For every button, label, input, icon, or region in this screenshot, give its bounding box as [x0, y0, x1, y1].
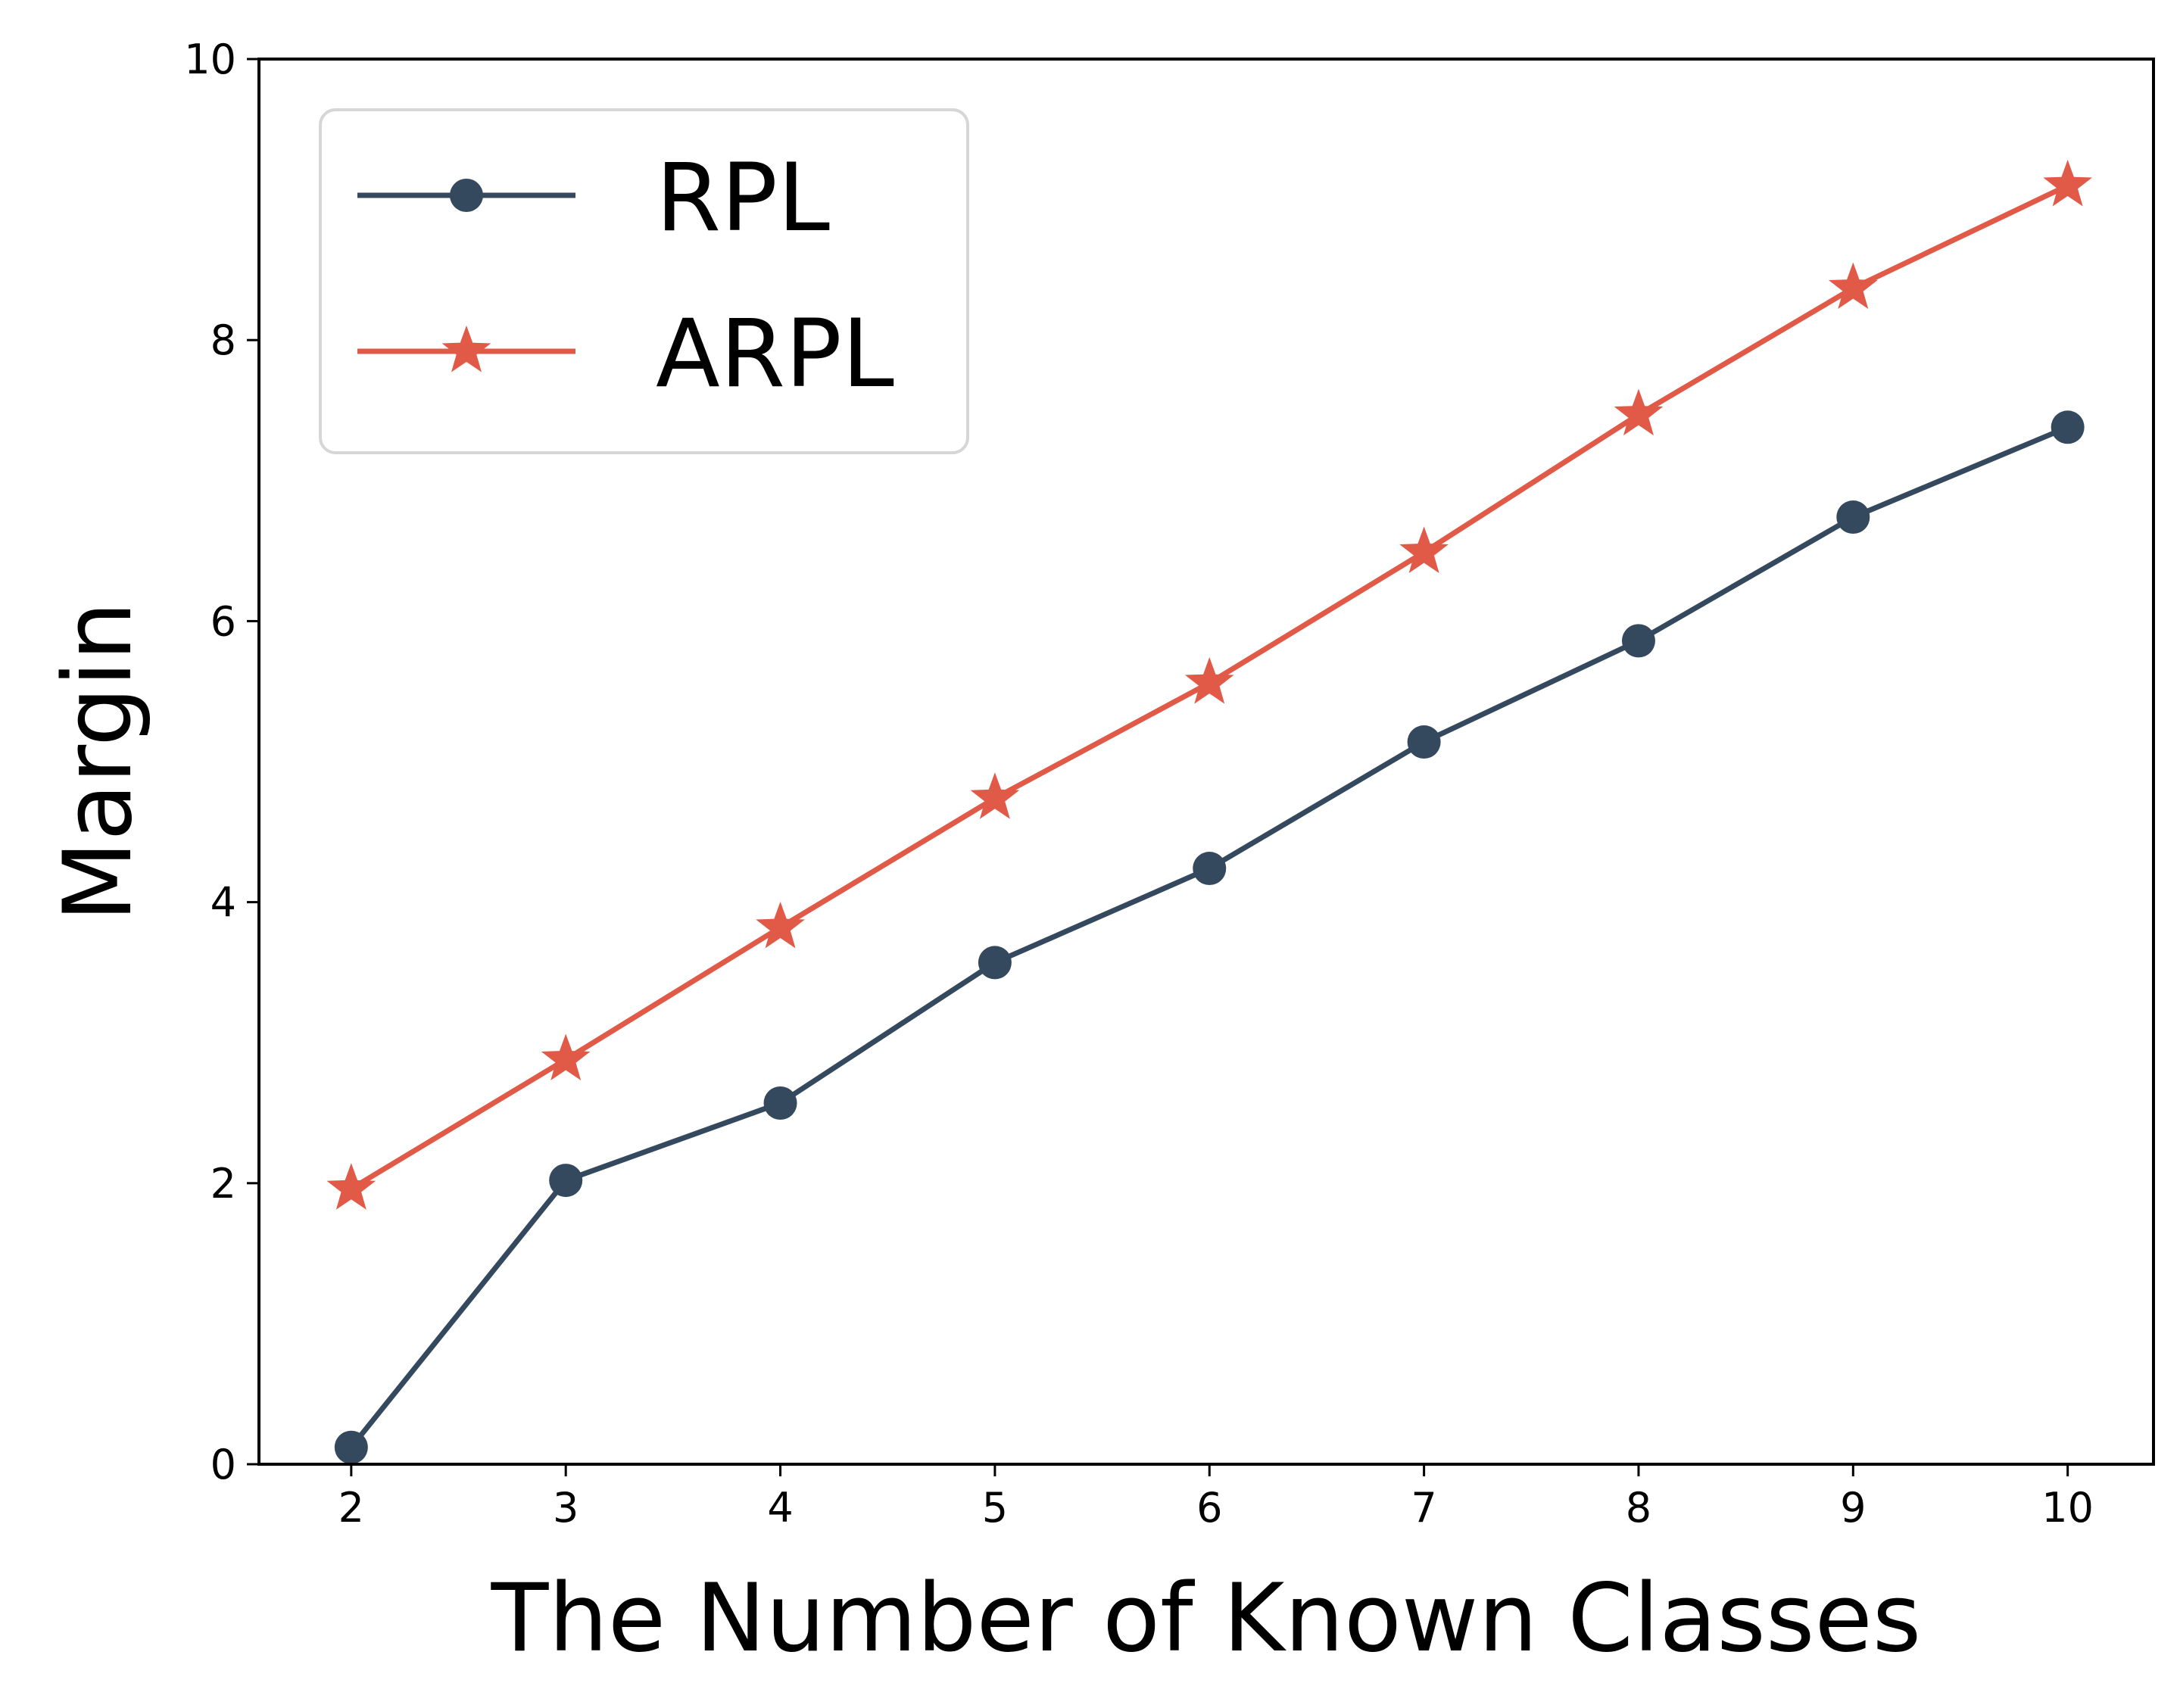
- data-point-arpl: [541, 1033, 591, 1080]
- data-point-arpl: [2043, 160, 2092, 207]
- plot-frame: [257, 58, 2155, 1466]
- legend-rpl-marker: [450, 179, 483, 212]
- data-point-rpl: [763, 1086, 797, 1120]
- data-point-arpl: [756, 902, 805, 949]
- x-tick-label: 6: [1196, 1484, 1222, 1532]
- y-tick-label: 10: [184, 36, 236, 83]
- data-point-arpl: [970, 772, 1020, 819]
- legend-arpl-marker: [441, 326, 491, 372]
- x-tick-label: 9: [1840, 1484, 1866, 1532]
- series-arpl: [326, 160, 2092, 1210]
- data-point-rpl: [334, 1430, 368, 1464]
- y-axis-title: Margin: [44, 601, 153, 922]
- data-point-arpl: [1614, 388, 1664, 436]
- legend-arpl-label: ARPL: [656, 300, 894, 409]
- x-tick-label: 10: [2041, 1484, 2094, 1532]
- data-point-rpl: [1836, 500, 1870, 535]
- data-point-rpl: [2051, 410, 2085, 444]
- x-tick-label: 3: [553, 1484, 579, 1532]
- x-tick-label: 5: [982, 1484, 1008, 1532]
- y-tick-label: 8: [211, 316, 236, 364]
- legend: RPL ARPL: [319, 108, 969, 454]
- data-point-rpl: [549, 1164, 583, 1198]
- data-point-arpl: [1184, 657, 1234, 704]
- y-tick-label: 6: [211, 597, 236, 645]
- data-point-rpl: [1407, 725, 1441, 759]
- x-tick-label: 7: [1411, 1484, 1436, 1532]
- data-point-rpl: [1621, 624, 1655, 658]
- legend-rpl-label: RPL: [656, 144, 830, 253]
- x-tick-label: 8: [1626, 1484, 1651, 1532]
- x-tick-label: 4: [767, 1484, 793, 1532]
- x-axis-title: The Number of Known Classes: [491, 1564, 1922, 1673]
- data-point-rpl: [1193, 852, 1227, 886]
- y-tick-label: 0: [211, 1441, 236, 1488]
- y-tick-label: 4: [211, 879, 236, 927]
- data-point-arpl: [1399, 526, 1449, 573]
- data-point-arpl: [326, 1163, 376, 1210]
- series-rpl: [334, 410, 2085, 1464]
- data-point-arpl: [1828, 262, 1878, 310]
- y-tick-label: 2: [211, 1160, 236, 1208]
- x-tick-label: 2: [338, 1484, 364, 1532]
- data-point-rpl: [978, 946, 1012, 980]
